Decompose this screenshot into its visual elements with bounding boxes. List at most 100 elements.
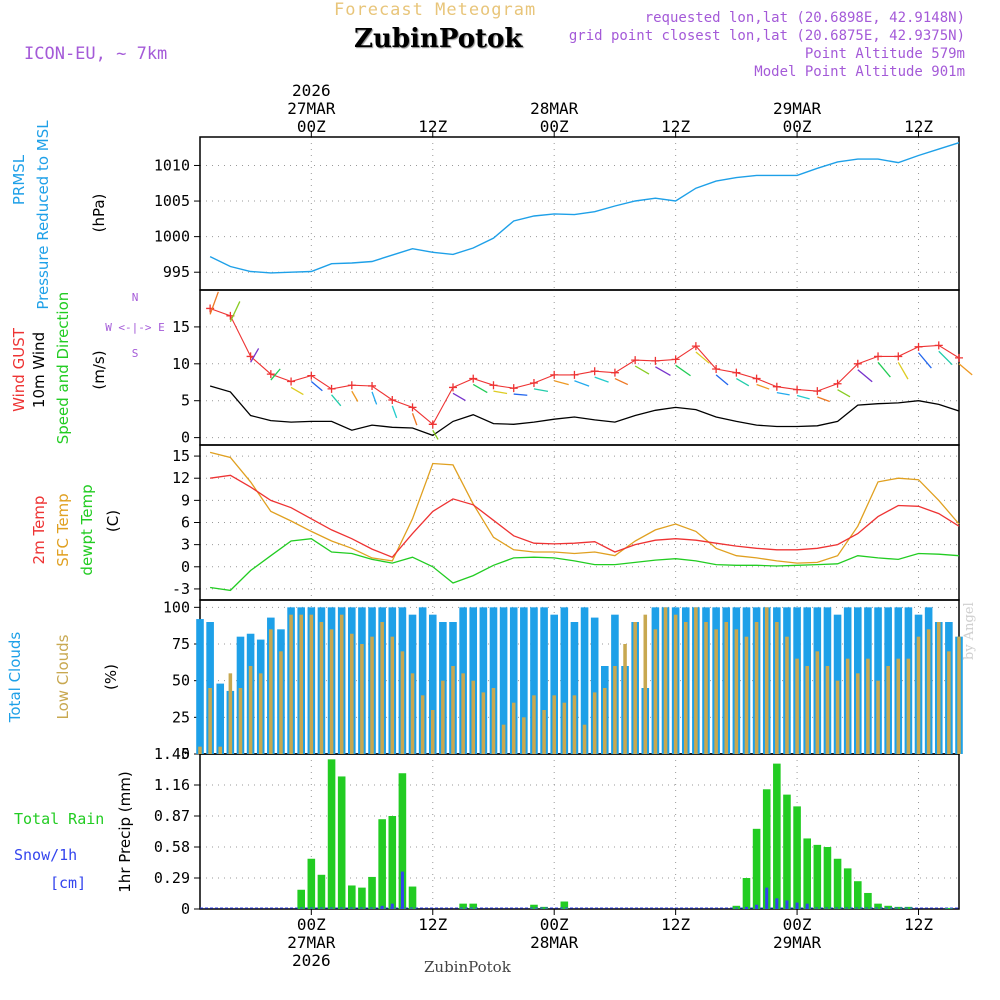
y-tick-label-precip: 0.87 (154, 807, 190, 825)
low-clouds-bar (572, 695, 577, 754)
wind-speed-series-line (209, 385, 960, 437)
low-clouds-bar (663, 607, 668, 754)
low-clouds-bar (198, 746, 202, 754)
x-tick-label-top: 00Z (783, 117, 812, 136)
x-tick-label-bottom: 00Z (297, 915, 326, 934)
pressure-series-line (209, 142, 960, 274)
total-clouds-bar (418, 607, 427, 754)
x-tick-label-bottom: 29MAR (773, 933, 822, 952)
snow-bar (390, 903, 394, 909)
low-clouds-bar (916, 636, 921, 754)
y-tick-label-temperature: 0 (181, 558, 190, 576)
wind-direction-arrow (533, 388, 549, 393)
low-clouds-bar (673, 614, 678, 754)
low-clouds-bar (501, 724, 506, 754)
snow-bar (785, 900, 789, 909)
wind-direction-arrow (209, 291, 219, 315)
low-clouds-bar (633, 622, 637, 754)
low-clouds-bar (451, 666, 455, 754)
total-clouds-bar (590, 617, 599, 754)
rain-bar (843, 868, 852, 909)
low-clouds-bar (208, 688, 212, 754)
temp-2m-label: 2m Temp (30, 496, 48, 565)
compass-south: S (132, 347, 139, 360)
wind-gust-point (732, 368, 741, 377)
rain-bar (388, 816, 397, 909)
low-clouds-bar (734, 629, 739, 754)
wind-direction-arrow (938, 350, 953, 366)
total-clouds-bar (428, 614, 437, 754)
snow-legend: Snow/1h (14, 846, 77, 864)
y-tick-label-precip: 1.45 (154, 745, 190, 763)
x-tick-label-bottom: 12Z (904, 915, 933, 934)
temp-unit: (C) (104, 510, 122, 532)
wind-gust-point (287, 377, 296, 386)
y-tick-label-temperature: -3 (172, 580, 190, 598)
wind-unit: (m/s) (90, 350, 108, 389)
total-clouds-bar (216, 683, 225, 754)
precip-unit: 1hr Precip (mm) (116, 771, 134, 892)
panel-frame-precip (199, 753, 960, 910)
wind-direction-arrow (897, 362, 909, 380)
rain-bar (752, 828, 761, 909)
sfc-temp-series-line (209, 451, 960, 564)
wind-gust-point (428, 420, 437, 429)
low-clouds-bar (724, 622, 729, 754)
wind-direction-arrow (472, 383, 488, 394)
y-tick-label-wind: 15 (172, 318, 190, 336)
low-clouds-bar (815, 651, 820, 754)
rain-bar (823, 847, 832, 909)
y-tick-label-precip: 1.16 (154, 776, 190, 794)
total-clouds-bar (540, 607, 548, 754)
wind-gust-point (671, 355, 680, 364)
x-tick-label-top: 12Z (904, 117, 933, 136)
wind-gust-point (509, 384, 518, 393)
low-clouds-bar (218, 746, 223, 754)
panel-frame-temperature (199, 444, 960, 601)
low-clouds-bar (360, 644, 364, 754)
rain-bar (317, 874, 326, 909)
total-clouds-bar (560, 607, 569, 754)
wind-direction-arrow (452, 392, 466, 402)
low-clouds-bar (906, 658, 911, 754)
wind-direction-arrow (310, 381, 323, 392)
low-clouds-bar (248, 666, 253, 754)
low-clouds-bar (886, 666, 890, 754)
snow-bar (400, 871, 404, 909)
wind-gust-point (631, 356, 640, 365)
rain-bar (793, 806, 801, 909)
x-tick-label-bottom: 12Z (418, 915, 447, 934)
wind-direction-arrow (857, 369, 873, 383)
wind-gust-point (793, 385, 802, 394)
x-tick-label-bottom: 12Z (661, 915, 690, 934)
low-clouds-bar (714, 629, 718, 754)
y-tick-label-clouds: 25 (172, 708, 190, 726)
low-clouds-bar (542, 710, 546, 754)
wind-gust-point (934, 341, 943, 350)
x-tick-label-top: 27MAR (287, 99, 336, 118)
x-tick-label-bottom: 27MAR (287, 933, 336, 952)
low-clouds-bar (522, 717, 526, 754)
low-clouds-bar (258, 673, 263, 754)
rain-legend: Total Rain (14, 810, 104, 828)
wind-direction-arrow (918, 352, 932, 369)
x-tick-label-top: 29MAR (773, 99, 822, 118)
low-clouds-bar (947, 651, 951, 754)
wind-speed-direction-label: Speed and Direction (54, 292, 72, 445)
low-clouds-bar (835, 680, 840, 754)
rain-bar (783, 794, 791, 909)
pressure-label-long: Pressure Reduced to MSL (34, 120, 52, 310)
requested-coords: requested lon,lat (20.6898E, 42.9148N) (644, 10, 965, 26)
model-altitude: Model Point Altitude 901m (754, 64, 965, 80)
wind-direction-arrow (371, 391, 378, 405)
low-clouds-bar (491, 688, 496, 754)
low-clouds-bar (866, 658, 870, 754)
rain-bar (884, 905, 892, 909)
wind-direction-arrow (655, 366, 671, 377)
rain-bar (337, 776, 346, 909)
snow-bar (765, 887, 769, 909)
rain-bar (864, 892, 872, 909)
wind-direction-arrow (877, 361, 891, 378)
station-title: ZubinPotok (354, 24, 523, 54)
